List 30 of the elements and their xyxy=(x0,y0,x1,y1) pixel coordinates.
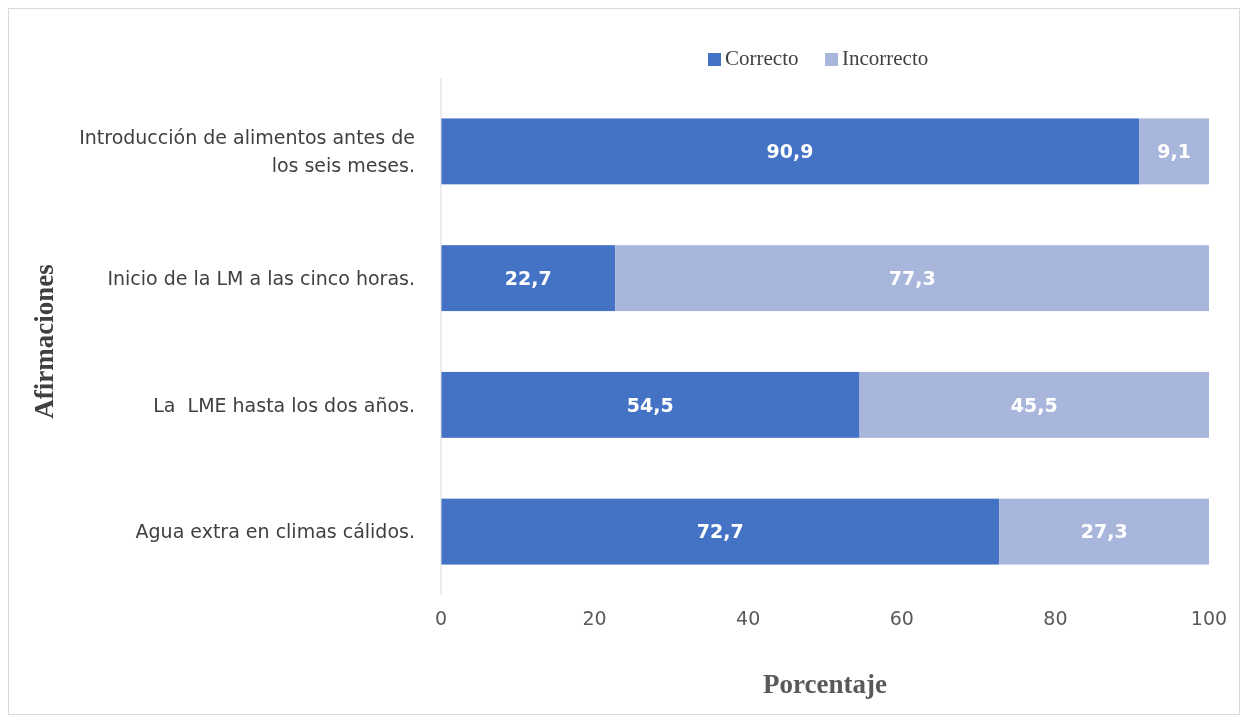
y-tick-label: La LME hasta los dos años. xyxy=(153,393,415,416)
legend-label: Correcto xyxy=(725,46,799,70)
data-label: 27,3 xyxy=(1080,520,1128,543)
bar xyxy=(441,498,1000,565)
y-tick-label: Inicio de la LM a las cinco horas. xyxy=(107,266,415,289)
data-label: 72,7 xyxy=(696,520,744,543)
data-label: 90,9 xyxy=(766,140,814,163)
bar xyxy=(1139,118,1209,185)
bar xyxy=(441,371,860,438)
x-tick-label: 80 xyxy=(1043,607,1068,629)
data-label: 77,3 xyxy=(888,266,936,289)
x-tick-label: 20 xyxy=(582,607,607,629)
data-label: 22,7 xyxy=(504,266,552,289)
data-label: 9,1 xyxy=(1157,140,1191,163)
x-tick-label: 40 xyxy=(736,607,761,629)
legend-label: Incorrecto xyxy=(842,46,929,70)
y-tick-label: Agua extra en climas cálidos. xyxy=(135,520,415,543)
x-tick-label: 60 xyxy=(889,607,914,629)
data-label: 54,5 xyxy=(626,393,674,416)
x-tick-label: 0 xyxy=(434,607,448,629)
y-axis-title: Afirmaciones xyxy=(29,264,59,419)
bar xyxy=(615,245,1209,312)
bar xyxy=(441,118,1140,185)
bar xyxy=(859,371,1209,438)
data-label: 45,5 xyxy=(1010,393,1058,416)
x-axis-title: Porcentaje xyxy=(763,669,887,699)
y-tick-label: Introducción de alimentos antes de los seis meses. xyxy=(79,126,415,177)
x-tick-label: 100 xyxy=(1190,607,1228,629)
bar xyxy=(999,498,1209,565)
bar xyxy=(441,245,616,312)
